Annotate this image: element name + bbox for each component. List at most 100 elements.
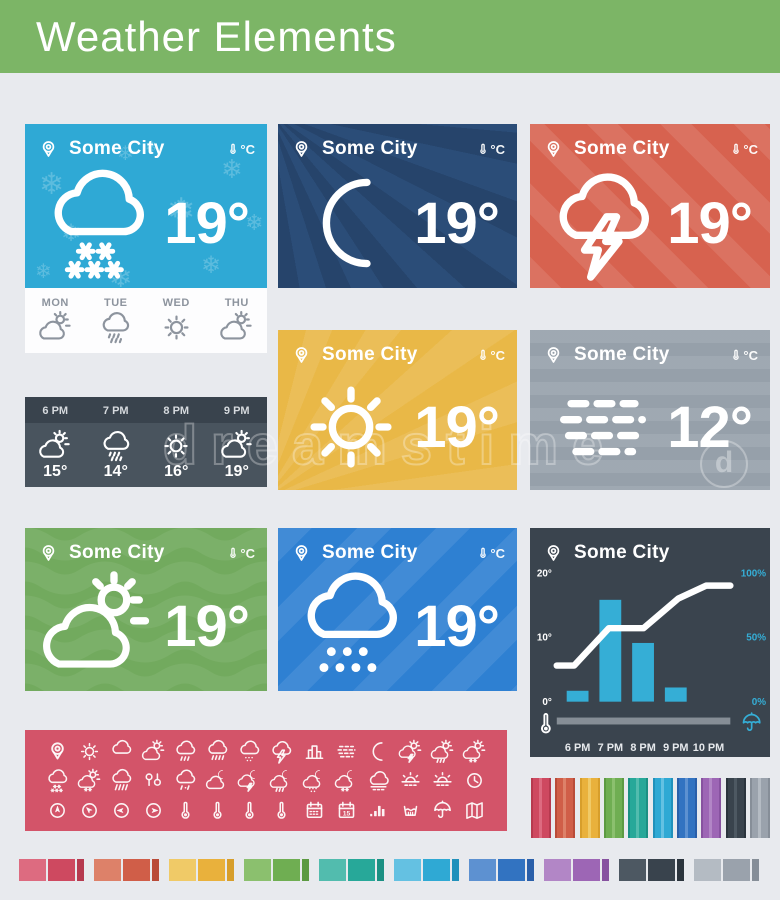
sun-snow-icon [462,739,487,764]
unit-indicator[interactable]: °C [227,543,255,563]
location-pin-icon [290,344,313,367]
sun-storm-icon [398,739,423,764]
swatch-group-slate [619,859,684,881]
moon-icon [292,164,410,282]
sun-icon [159,310,194,345]
hour-label: 6 PM [42,405,69,417]
daily-forecast-cell[interactable]: WED [159,297,194,345]
daily-forecast-cell[interactable]: MON [38,297,73,345]
hour-temp: 19° [224,463,249,480]
day-label: WED [162,296,190,309]
svg-text:10 PM: 10 PM [693,742,724,754]
weather-card-rain[interactable]: Some City °C 19° [278,528,517,691]
city-label: Some City [574,542,670,563]
palette-block-teal [628,778,649,838]
city-icon [302,739,327,764]
temperature-precipitation-chart: 20° 10° 0° 100% 50% 0% 6 PM 7 PM 8 PM 9 PM 10 PM [530,568,770,757]
downpour-icon [109,768,134,793]
weather-icon-library [25,730,507,831]
weather-card-fog[interactable]: Some City °C 12° [530,330,770,490]
thermometer-icon [227,543,239,563]
location-pin-icon [290,542,313,565]
weather-card-night[interactable]: Some City °C 19° [278,124,517,288]
city-label: Some City [69,138,165,159]
sun-icon [159,429,193,463]
location-pin-icon [37,138,60,161]
unit-indicator[interactable]: °C [227,139,255,159]
cloud-horizon-icon [366,768,391,793]
daily-forecast-cell[interactable]: TUE [98,297,133,345]
unit-indicator[interactable]: °C [730,345,758,365]
weather-card-partly-cloudy[interactable]: Some City °C 19° [25,528,267,691]
hour-temp: 14° [103,463,128,480]
moon-snow-icon [334,768,359,793]
storm-cloud-icon [544,164,662,282]
swatch-group-purple [544,859,609,881]
sun-shower-icon [430,739,455,764]
weather-card-snow[interactable]: ❄❄❄❄❄❄❄❄❄❄ Some City °C 19° [25,124,267,288]
swatch-group-terracotta [94,859,159,881]
svg-text:9 PM: 9 PM [663,742,688,754]
hourly-forecast-cell[interactable]: 15° [25,423,86,487]
weather-chart-card[interactable]: Some City 20° 10° 0° 100% 50% 0% 6 PM 7 PM 8 PM 9… [530,528,770,757]
rain-cloud-icon [292,568,410,686]
city-label: Some City [322,542,418,563]
calendar-icon [302,798,327,823]
sun-cloud-icon [38,310,73,345]
snow-cloud-icon [39,164,157,282]
unit-indicator[interactable]: °C [477,345,505,365]
fog-icon [334,739,359,764]
wind-icon [141,768,166,793]
swatch-group-teal [319,859,384,881]
hour-label: 7 PM [102,405,129,417]
unit-indicator[interactable]: °C [730,139,758,159]
temperature-value: 19° [164,594,250,659]
hourly-forecast-cell[interactable]: 19° [207,423,268,487]
shower-icon [98,310,133,345]
daily-forecast-cell[interactable]: THU [219,297,254,345]
weather-card-sunny[interactable]: Some City °C 19° [278,330,517,490]
sun-cloud-icon [219,310,254,345]
thermometer-low-icon [237,798,262,823]
city-label: Some City [574,344,670,365]
hourly-forecast-strip: 6 PM 7 PM 8 PM 9 PM 15° 14° 16° 19° [25,397,267,487]
sun-icon [77,739,102,764]
swatch-group-green [244,859,309,881]
palette-block-blue [676,778,697,838]
rain-icon [173,739,198,764]
svg-text:20°: 20° [537,569,552,580]
unit-indicator[interactable]: °C [477,543,505,563]
svg-text:100%: 100% [741,569,767,580]
storm-icon [269,739,294,764]
color-swatch-row [19,859,759,881]
pin-icon [45,739,70,764]
svg-text:50%: 50% [746,633,766,644]
temperature-value: 19° [667,190,753,256]
umbrella-icon [430,798,455,823]
temperature-value: 12° [667,394,753,460]
hourly-forecast-cell[interactable]: 14° [86,423,147,487]
city-label: Some City [574,138,670,159]
thermometer-icon [269,798,294,823]
thermometer-icon [730,345,742,365]
water-tank-icon [398,798,423,823]
hourly-forecast-cell[interactable]: 16° [146,423,207,487]
day-label: TUE [104,296,128,309]
moon-icon [366,739,391,764]
thermometer-icon [477,345,489,365]
clock-icon [462,768,487,793]
header: Weather Elements [0,0,780,73]
compass-e-icon [141,798,166,823]
weather-card-thunderstorm[interactable]: Some City °C 19° [530,124,770,288]
map-icon [462,798,487,823]
sun-cloud-icon [38,429,72,463]
unit-indicator[interactable]: °C [477,139,505,159]
snow-icon [45,768,70,793]
svg-text:0°: 0° [542,697,552,708]
location-pin-icon [37,542,60,565]
moon-cloud-icon [205,768,230,793]
compass-nw-icon [77,798,102,823]
hour-label: 9 PM [223,405,250,417]
sunrise-icon [398,768,423,793]
palette-block-slate [725,778,746,838]
